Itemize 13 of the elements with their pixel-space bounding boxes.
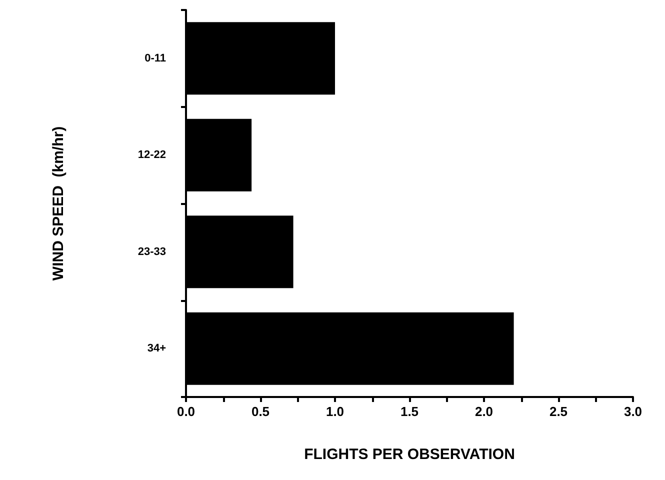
x-axis-title: FLIGHTS PER OBSERVATION [304, 446, 515, 463]
y-tick-label: 34+ [147, 342, 166, 355]
x-tick-label: 0.5 [251, 404, 270, 419]
y-tick-label: 12-22 [138, 149, 166, 162]
x-tick-label: 2.5 [549, 404, 568, 419]
x-tick-label: 0.0 [176, 404, 196, 419]
x-tick-label: 1.5 [400, 404, 419, 419]
x-tick-label: 3.0 [624, 404, 642, 419]
y-axis-title: WIND SPEED (km/hr) [50, 126, 67, 281]
x-tick-label: 2.0 [474, 404, 494, 419]
x-tick-label: 1.0 [326, 404, 344, 419]
y-tick-label: 0-11 [144, 52, 166, 64]
y-tick-label: 23-33 [138, 246, 166, 258]
